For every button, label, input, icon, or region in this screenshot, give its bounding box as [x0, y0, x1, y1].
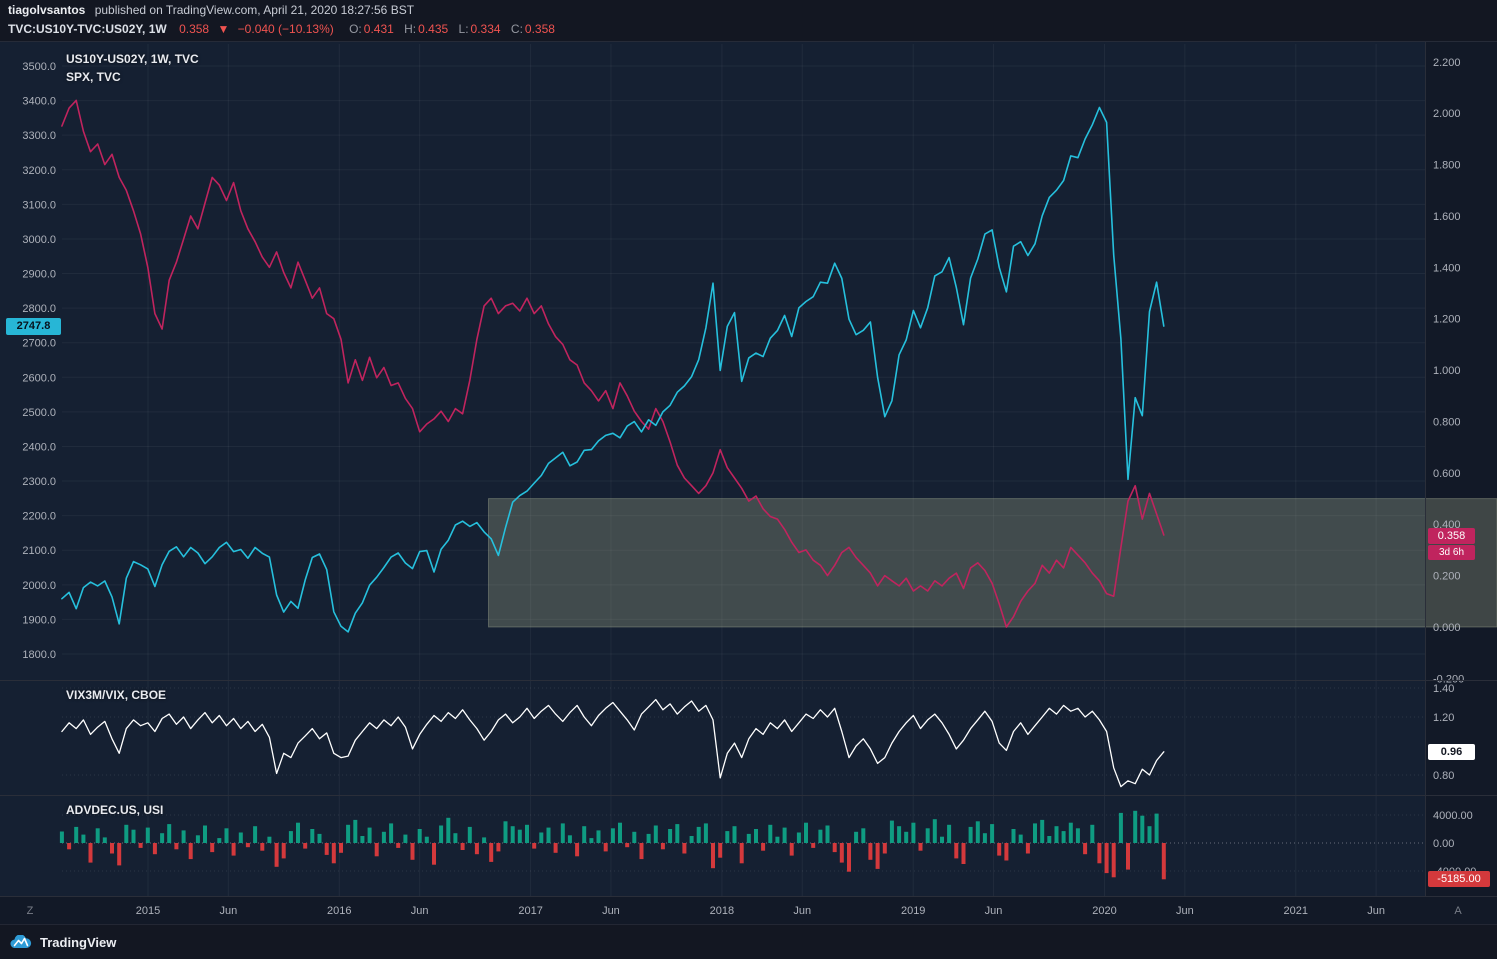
vix-ratio-line [61, 698, 1165, 788]
close-label: C: [510, 22, 523, 36]
svg-text:0.00: 0.00 [1433, 838, 1454, 850]
svg-text:2.000: 2.000 [1433, 108, 1461, 120]
axis-labels[interactable]: 3500.0 3400.0 3300.0 3200.0 3100.0 3000.0 2900… [22, 57, 1476, 917]
svg-text:Jun: Jun [219, 905, 237, 917]
advdec-last-badge: -5185.00 [1428, 871, 1490, 887]
svg-text:3100.0: 3100.0 [22, 199, 56, 211]
publisher-username[interactable]: tiagolvsantos [8, 3, 86, 17]
close-value: 0.358 [524, 22, 555, 36]
high-value: 0.435 [418, 22, 449, 36]
open-label: O: [349, 22, 362, 36]
svg-text:0.000: 0.000 [1433, 622, 1461, 634]
svg-text:2016: 2016 [327, 905, 351, 917]
svg-text:1.200: 1.200 [1433, 314, 1461, 326]
svg-text:2400.0: 2400.0 [22, 441, 56, 453]
svg-text:1.40: 1.40 [1433, 683, 1454, 695]
symbol-info-bar: TVC:US10Y-TVC:US02Y, 1W 0.358 ▼ −0.040 (… [8, 22, 555, 36]
footer-bar: TradingView [0, 924, 1497, 959]
svg-text:3000.0: 3000.0 [22, 234, 56, 246]
spread-last-price-badge: 0.358 [1428, 528, 1475, 544]
svg-text:A: A [1454, 905, 1462, 917]
svg-text:2019: 2019 [901, 905, 925, 917]
publish-info-bar: tiagolvsantos published on TradingView.c… [8, 3, 414, 17]
svg-text:Jun: Jun [985, 905, 1003, 917]
series [59, 99, 1166, 880]
svg-text:-0.200: -0.200 [1433, 673, 1464, 685]
legend-main-spx: SPX, TVC [66, 70, 121, 84]
svg-text:2017: 2017 [518, 905, 542, 917]
svg-text:Jun: Jun [602, 905, 620, 917]
svg-text:2021: 2021 [1284, 905, 1308, 917]
high-label: H: [404, 22, 417, 36]
vix-ratio-last-badge: 0.96 [1428, 744, 1475, 760]
spx-last-price-badge: 2747.8 [6, 318, 61, 335]
down-arrow-icon: ▼ [217, 22, 230, 36]
svg-text:2018: 2018 [710, 905, 734, 917]
svg-text:2700.0: 2700.0 [22, 338, 56, 350]
svg-text:0.80: 0.80 [1433, 770, 1454, 782]
svg-text:2800.0: 2800.0 [22, 303, 56, 315]
spread-line [61, 99, 1165, 628]
low-label: L: [458, 22, 469, 36]
svg-text:1.000: 1.000 [1433, 365, 1461, 377]
svg-text:1.400: 1.400 [1433, 262, 1461, 274]
svg-text:1900.0: 1900.0 [22, 614, 56, 626]
open-value: 0.431 [363, 22, 394, 36]
svg-text:0.800: 0.800 [1433, 416, 1461, 428]
svg-text:1.20: 1.20 [1433, 712, 1454, 724]
svg-text:4000.00: 4000.00 [1433, 810, 1473, 822]
svg-text:3300.0: 3300.0 [22, 130, 56, 142]
svg-text:1800.0: 1800.0 [22, 649, 56, 661]
svg-text:3500.0: 3500.0 [22, 61, 56, 73]
chart-canvas[interactable]: 3500.0 3400.0 3300.0 3200.0 3100.0 3000.0 2900… [0, 42, 1497, 924]
svg-text:2200.0: 2200.0 [22, 511, 56, 523]
svg-text:2600.0: 2600.0 [22, 372, 56, 384]
tradingview-brand[interactable]: TradingView [40, 934, 117, 950]
svg-text:Jun: Jun [1176, 905, 1194, 917]
svg-text:Jun: Jun [1367, 905, 1385, 917]
symbol-title[interactable]: TVC:US10Y-TVC:US02Y, 1W [8, 22, 167, 36]
spx-line [61, 106, 1165, 633]
price-change: −0.040 (−10.13%) [237, 22, 334, 36]
svg-text:2300.0: 2300.0 [22, 476, 56, 488]
legend-vix-ratio: VIX3M/VIX, CBOE [66, 688, 167, 702]
svg-text:3200.0: 3200.0 [22, 165, 56, 177]
svg-text:2100.0: 2100.0 [22, 545, 56, 557]
svg-text:0.600: 0.600 [1433, 468, 1461, 480]
svg-text:3400.0: 3400.0 [22, 96, 56, 108]
svg-text:Jun: Jun [411, 905, 429, 917]
svg-text:2020: 2020 [1092, 905, 1116, 917]
svg-text:1.800: 1.800 [1433, 160, 1461, 172]
svg-text:2900.0: 2900.0 [22, 269, 56, 281]
svg-text:Jun: Jun [793, 905, 811, 917]
svg-text:2500.0: 2500.0 [22, 407, 56, 419]
publish-details: published on TradingView.com, April 21, … [94, 3, 415, 17]
svg-text:2000.0: 2000.0 [22, 580, 56, 592]
svg-text:0.200: 0.200 [1433, 571, 1461, 583]
svg-text:Z: Z [27, 905, 34, 917]
pane-separators[interactable] [0, 42, 1497, 897]
tradingview-logo-icon[interactable] [10, 934, 32, 950]
legend-advdec: ADVDEC.US, USI [66, 803, 164, 817]
bar-countdown-badge: 3d 6h [1428, 545, 1475, 560]
chart-area[interactable]: 3500.0 3400.0 3300.0 3200.0 3100.0 3000.0 2900… [0, 42, 1497, 924]
last-price: 0.358 [179, 22, 210, 36]
gridlines [62, 44, 1425, 896]
axis-strips [0, 42, 1497, 924]
legend-main-spread: US10Y-US02Y, 1W, TVC [66, 52, 199, 66]
svg-text:1.600: 1.600 [1433, 211, 1461, 223]
advdec-bars [59, 810, 1166, 880]
highlight-box-drawing[interactable] [488, 498, 1497, 628]
svg-text:2.200: 2.200 [1433, 57, 1461, 69]
header: tiagolvsantos published on TradingView.c… [0, 0, 1497, 42]
low-value: 0.334 [470, 22, 501, 36]
svg-text:2015: 2015 [136, 905, 160, 917]
